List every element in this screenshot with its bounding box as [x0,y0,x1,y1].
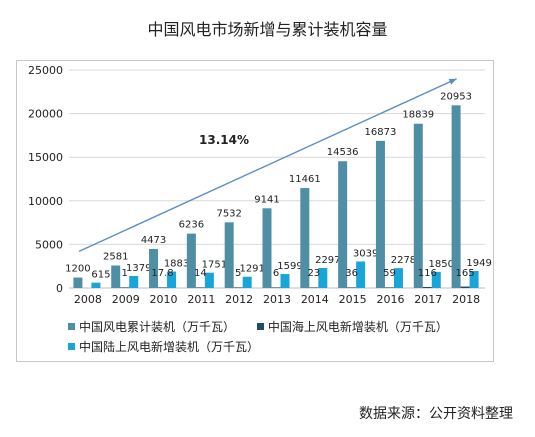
data-label-offshore: 5 [235,268,241,279]
bar [338,161,348,288]
growth-arrow-head [448,78,457,85]
data-label-onshore: 2297 [315,255,340,266]
data-label-offshore: 36 [345,268,358,279]
y-tick-label: 15000 [28,151,63,164]
data-label-cumulative: 14536 [327,147,359,158]
data-label-onshore: 1949 [466,258,491,269]
data-label-cumulative: 6236 [179,220,204,231]
bar [309,287,319,288]
data-label-onshore: 615 [91,270,110,281]
data-label-offshore: 17.8 [151,268,173,279]
y-tick-label: 25000 [28,64,63,77]
bar [224,222,234,288]
x-tick-label: 2018 [452,293,480,306]
bar [422,286,432,288]
bar [91,282,101,288]
bar [242,276,252,288]
data-label-cumulative: 2581 [103,251,128,262]
bar [195,287,205,288]
legend-item-cumulative: 中国风电累计装机（万千瓦） [68,316,235,336]
bar [347,287,357,288]
bar [167,271,177,288]
growth-rate-label: 13.14% [199,133,249,147]
data-label-onshore: 1379 [126,263,151,274]
chart-area: 0 5000 10000 15000 20000 25000 2008 1200 615 2009… [16,60,494,362]
data-label-onshore: 3039 [353,248,378,259]
x-tick-label: 2015 [339,293,367,306]
bar [280,274,290,288]
bar [204,272,214,288]
legend-label-onshore: 中国陆上风电新增装机（万千瓦） [79,339,260,354]
data-label-offshore: 165 [456,268,475,279]
legend-swatch-cumulative [68,322,75,330]
data-label-cumulative: 7532 [216,208,241,219]
data-label-onshore: 1751 [202,260,227,271]
bar [158,287,168,288]
bar [384,287,394,288]
bar [393,268,403,288]
legend-label-cumulative: 中国风电累计装机（万千瓦） [79,319,236,334]
data-label-cumulative: 18839 [402,110,434,121]
chart-title: 中国风电市场新增与累计装机容量 [147,20,388,39]
bar [73,277,83,288]
data-label-cumulative: 20953 [440,91,472,102]
bar [318,267,328,288]
data-label-cumulative: 4473 [141,235,166,246]
x-tick-label: 2008 [74,293,102,306]
legend-label-offshore: 中国海上风电新增装机（万千瓦） [267,319,448,334]
x-tick-label: 2013 [263,293,291,306]
bar [300,188,310,288]
x-tick-label: 2011 [187,293,215,306]
bar [233,287,243,288]
bar [111,265,121,288]
data-source-note: 数据来源：公开资料整理 [359,406,513,422]
data-label-cumulative: 9141 [254,194,279,205]
x-tick-label: 2010 [150,293,178,306]
bar [356,261,366,288]
data-label-offshore: 23 [307,268,320,279]
x-tick-label: 2016 [376,293,404,306]
bar [469,271,479,288]
y-tick-label: 20000 [28,108,63,121]
bar [431,271,441,288]
data-label-offshore: 1 [122,268,128,279]
bar [120,287,130,288]
chart-svg: 0500010000150002000025000200812006152009… [28,64,492,306]
x-tick-label: 2017 [414,293,442,306]
bar [413,123,423,288]
data-label-onshore: 2278 [391,255,416,266]
data-label-cumulative: 1200 [65,264,90,275]
x-tick-label: 2014 [301,293,329,306]
legend-item-offshore: 中国海上风电新增装机（万千瓦） [256,316,448,336]
bar [262,208,272,288]
data-label-onshore: 1291 [239,264,264,275]
bar [129,275,139,288]
bar [186,233,196,288]
y-tick-label: 0 [56,282,63,295]
y-tick-label: 5000 [35,238,63,251]
bar [149,248,159,288]
bar [451,105,461,288]
data-label-offshore: 14 [194,268,207,279]
legend: 中国风电累计装机（万千瓦） 中国海上风电新增装机（万千瓦） 中国陆上风电新增装机… [68,316,488,356]
bar [460,286,470,288]
legend-swatch-offshore [256,322,264,330]
data-label-onshore: 1883 [164,259,189,270]
x-tick-label: 2012 [225,293,253,306]
data-label-cumulative: 16873 [365,127,397,138]
bar [271,287,281,288]
data-label-onshore: 1850 [429,259,454,270]
data-label-offshore: 116 [418,268,437,279]
legend-swatch-onshore [68,342,75,350]
data-label-cumulative: 11461 [289,174,321,185]
data-label-offshore: 6 [273,268,279,279]
bar [375,140,385,288]
data-label-offshore: 59 [383,268,396,279]
data-label-onshore: 1599 [277,261,302,272]
x-tick-label: 2009 [112,293,140,306]
legend-item-onshore: 中国陆上风电新增装机（万千瓦） [68,336,259,356]
y-tick-label: 10000 [28,195,63,208]
growth-arrow [78,78,457,253]
